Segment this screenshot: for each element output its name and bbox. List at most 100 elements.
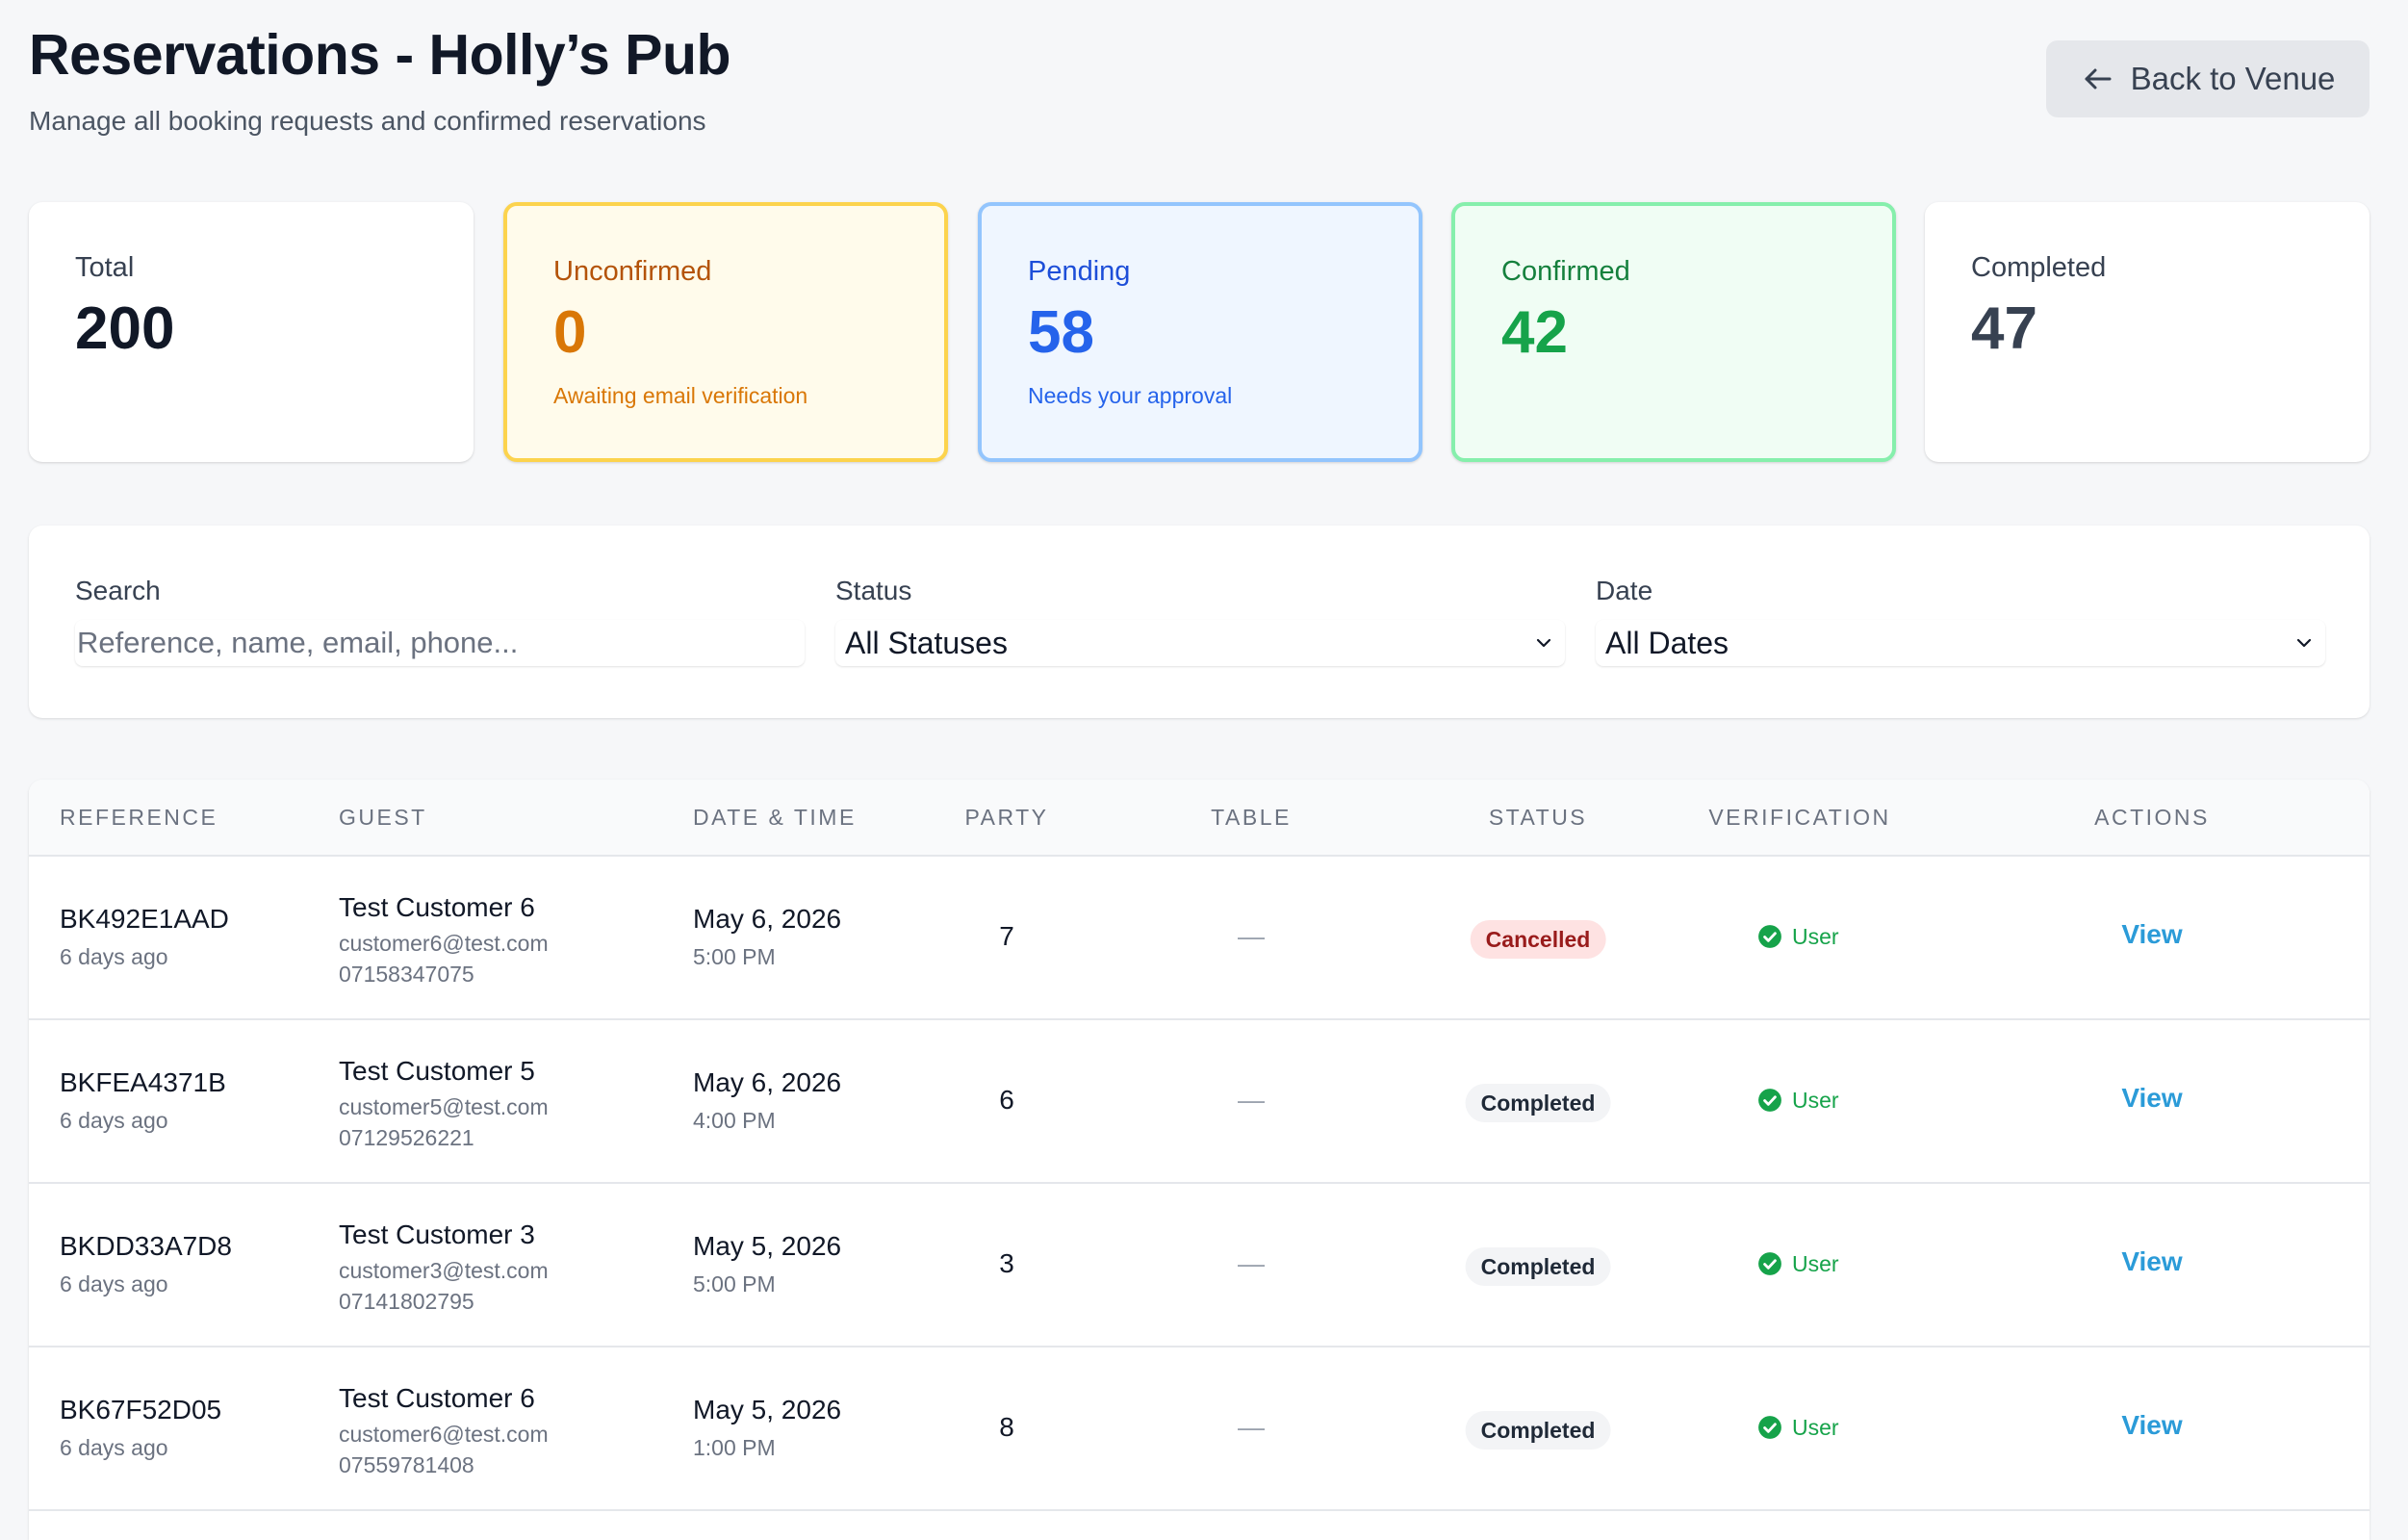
stat-label: Completed xyxy=(1971,252,2107,283)
date-filter: Date All Dates xyxy=(1596,574,2325,666)
status-filter: Status All Statuses xyxy=(835,574,1565,666)
stat-value: 200 xyxy=(75,295,175,362)
stat-label: Pending xyxy=(1028,256,1131,287)
stat-value: 58 xyxy=(1028,299,1094,366)
date-label: Date xyxy=(1596,576,1653,605)
reference-code: BK67F52D05 xyxy=(60,1395,222,1424)
guest-email: customer6@test.com xyxy=(339,931,549,956)
column-header-party: PARTY xyxy=(964,805,1049,830)
verification-status: User xyxy=(1757,922,1839,951)
status-label: Status xyxy=(835,576,912,605)
stat-card-confirmed: Confirmed 42 xyxy=(1451,202,1896,462)
guest-phone: 07129526221 xyxy=(339,1125,474,1150)
column-header-status: STATUS xyxy=(1488,805,1588,830)
party-size: 8 xyxy=(999,1412,1014,1442)
stat-value: 42 xyxy=(1501,299,1568,366)
verification-label: User xyxy=(1792,1251,1839,1276)
verification-label: User xyxy=(1792,1088,1839,1113)
view-link[interactable]: View xyxy=(2121,919,2183,949)
page-subtitle: Manage all booking requests and confirme… xyxy=(29,106,706,136)
status-select-value: All Statuses xyxy=(845,625,1008,660)
table-assignment: — xyxy=(1238,1085,1265,1115)
column-header-verification: VERIFICATION xyxy=(1708,805,1891,830)
reservation-date: May 6, 2026 xyxy=(693,904,842,934)
status-select[interactable]: All Statuses xyxy=(835,620,1565,666)
status-badge: Completed xyxy=(1465,1411,1611,1450)
check-circle-icon xyxy=(1758,1089,1781,1112)
stat-label: Total xyxy=(75,252,135,283)
created-ago: 6 days ago xyxy=(60,1271,168,1296)
search-label: Search xyxy=(75,576,161,605)
status-badge: Cancelled xyxy=(1470,920,1606,959)
stat-note: Awaiting email verification xyxy=(553,383,808,408)
guest-name: Test Customer 5 xyxy=(339,1056,535,1086)
guest-name: Test Customer 3 xyxy=(339,1219,535,1249)
column-header-reference: REFERENCE xyxy=(60,805,218,830)
column-header-datetime: DATE & TIME xyxy=(693,805,857,830)
filters-panel: Search Status All Statuses Date All Date… xyxy=(29,526,2370,718)
guest-name: Test Customer 6 xyxy=(339,892,535,922)
created-ago: 6 days ago xyxy=(60,944,168,969)
arrow-left-icon xyxy=(2085,68,2112,90)
guest-email: customer6@test.com xyxy=(339,1422,549,1447)
back-to-venue-label: Back to Venue xyxy=(2130,61,2336,96)
reference-code: BKFEA4371B xyxy=(60,1067,226,1097)
party-size: 7 xyxy=(999,921,1014,951)
stat-card-completed: Completed 47 xyxy=(1925,202,2370,462)
view-link[interactable]: View xyxy=(2121,1083,2183,1113)
verification-status: User xyxy=(1757,1413,1839,1442)
check-circle-icon xyxy=(1758,1416,1781,1439)
verification-label: User xyxy=(1792,1415,1839,1440)
status-badge: Completed xyxy=(1465,1084,1611,1122)
search-field xyxy=(75,620,805,666)
guest-phone: 07559781408 xyxy=(339,1452,474,1477)
reservation-date: May 5, 2026 xyxy=(693,1231,842,1261)
verification-status: User xyxy=(1757,1086,1839,1115)
back-to-venue-button[interactable]: Back to Venue xyxy=(2046,40,2370,117)
view-link[interactable]: View xyxy=(2121,1410,2183,1440)
status-badge: Completed xyxy=(1465,1247,1611,1286)
table-assignment: — xyxy=(1238,921,1265,951)
guest-name: Test Customer 6 xyxy=(339,1383,535,1413)
view-link[interactable]: View xyxy=(2121,1246,2183,1276)
table-header: REFERENCE GUEST DATE & TIME PARTY TABLE … xyxy=(29,780,2370,857)
stat-value: 0 xyxy=(553,299,587,366)
column-header-actions: ACTIONS xyxy=(2094,805,2210,830)
table-row: BKFEA4371B 6 days ago Test Customer 5 cu… xyxy=(29,1020,2370,1184)
verification-status: User xyxy=(1757,1249,1839,1278)
verification-label: User xyxy=(1792,924,1839,949)
date-select-value: All Dates xyxy=(1605,625,1729,660)
column-header-guest: GUEST xyxy=(339,805,427,830)
reservation-time: 5:00 PM xyxy=(693,1271,776,1296)
stat-note: Needs your approval xyxy=(1028,383,1233,408)
stat-label: Unconfirmed xyxy=(553,256,712,287)
stat-label: Confirmed xyxy=(1501,256,1630,287)
reservations-table: REFERENCE GUEST DATE & TIME PARTY TABLE … xyxy=(29,780,2370,1540)
reservation-date: May 6, 2026 xyxy=(693,1067,842,1097)
search-filter: Search xyxy=(75,574,805,666)
page-title: Reservations - Holly’s Pub xyxy=(29,23,731,87)
created-ago: 6 days ago xyxy=(60,1108,168,1133)
stat-card-total: Total 200 xyxy=(29,202,474,462)
table-row: BK67F52D05 6 days ago Test Customer 6 cu… xyxy=(29,1348,2370,1511)
column-header-table: TABLE xyxy=(1211,805,1292,830)
check-circle-icon xyxy=(1758,1252,1781,1275)
created-ago: 6 days ago xyxy=(60,1435,168,1460)
reservation-time: 4:00 PM xyxy=(693,1108,776,1133)
check-circle-icon xyxy=(1758,925,1781,948)
guest-email: customer5@test.com xyxy=(339,1094,549,1119)
stat-card-pending: Pending 58 Needs your approval xyxy=(978,202,1422,462)
page-header: Reservations - Holly’s Pub Manage all bo… xyxy=(29,21,2370,146)
stat-value: 47 xyxy=(1971,295,2037,362)
reference-code: BK492E1AAD xyxy=(60,904,229,934)
stat-card-unconfirmed: Unconfirmed 0 Awaiting email verificatio… xyxy=(503,202,948,462)
table-body: BK492E1AAD 6 days ago Test Customer 6 cu… xyxy=(29,857,2370,1511)
date-select[interactable]: All Dates xyxy=(1596,620,2325,666)
chevron-down-icon xyxy=(1536,638,1551,648)
reservation-time: 5:00 PM xyxy=(693,944,776,969)
search-input[interactable] xyxy=(75,621,805,665)
guest-email: customer3@test.com xyxy=(339,1258,549,1283)
party-size: 3 xyxy=(999,1248,1014,1278)
reservation-time: 1:00 PM xyxy=(693,1435,776,1460)
table-assignment: — xyxy=(1238,1248,1265,1278)
